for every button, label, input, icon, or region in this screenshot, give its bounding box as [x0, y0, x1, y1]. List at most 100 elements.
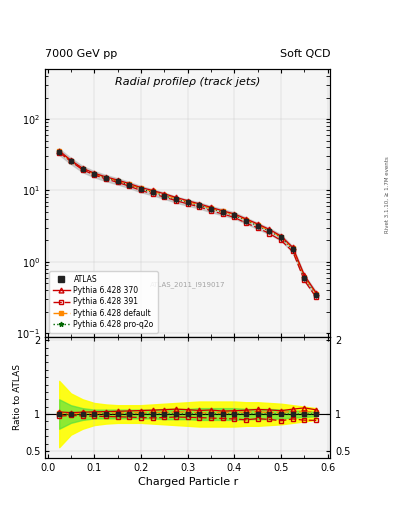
Pythia 6.428 370: [290, 244, 295, 250]
Pythia 6.428 391: [232, 215, 237, 221]
Pythia 6.428 pro-q2o: [139, 186, 143, 192]
Pythia 6.428 pro-q2o: [185, 199, 190, 205]
Pythia 6.428 default: [115, 178, 120, 184]
Pythia 6.428 default: [232, 211, 237, 218]
Pythia 6.428 default: [92, 170, 97, 177]
Pythia 6.428 391: [209, 208, 213, 214]
Pythia 6.428 pro-q2o: [267, 228, 272, 234]
Pythia 6.428 default: [255, 222, 260, 228]
Pythia 6.428 391: [80, 167, 85, 173]
X-axis label: Charged Particle r: Charged Particle r: [138, 477, 238, 487]
Pythia 6.428 pro-q2o: [68, 158, 73, 164]
Pythia 6.428 370: [302, 272, 307, 279]
Pythia 6.428 default: [197, 202, 202, 208]
Pythia 6.428 370: [92, 170, 97, 176]
Pythia 6.428 370: [115, 177, 120, 183]
Pythia 6.428 370: [232, 211, 237, 217]
Pythia 6.428 default: [302, 274, 307, 280]
Pythia 6.428 370: [104, 174, 108, 180]
Pythia 6.428 391: [68, 158, 73, 164]
Pythia 6.428 pro-q2o: [150, 189, 155, 195]
Pythia 6.428 391: [267, 230, 272, 237]
Pythia 6.428 default: [57, 148, 62, 154]
Pythia 6.428 pro-q2o: [232, 212, 237, 218]
Pythia 6.428 370: [220, 208, 225, 214]
Pythia 6.428 370: [209, 204, 213, 210]
Pythia 6.428 default: [314, 290, 318, 296]
Pythia 6.428 370: [150, 187, 155, 194]
Pythia 6.428 391: [57, 150, 62, 156]
Pythia 6.428 391: [104, 176, 108, 182]
Pythia 6.428 370: [127, 181, 132, 187]
Pythia 6.428 pro-q2o: [127, 182, 132, 188]
Pythia 6.428 default: [209, 205, 213, 211]
Pythia 6.428 pro-q2o: [92, 171, 97, 177]
Pythia 6.428 370: [197, 201, 202, 207]
Pythia 6.428 default: [244, 217, 248, 223]
Legend: ATLAS, Pythia 6.428 370, Pythia 6.428 391, Pythia 6.428 default, Pythia 6.428 pr: ATLAS, Pythia 6.428 370, Pythia 6.428 39…: [49, 271, 158, 333]
Line: Pythia 6.428 pro-q2o: Pythia 6.428 pro-q2o: [57, 149, 319, 297]
Pythia 6.428 391: [150, 190, 155, 197]
Pythia 6.428 391: [279, 238, 283, 244]
Pythia 6.428 pro-q2o: [244, 218, 248, 224]
Pythia 6.428 default: [267, 227, 272, 233]
Pythia 6.428 pro-q2o: [104, 175, 108, 181]
Pythia 6.428 pro-q2o: [279, 234, 283, 241]
Pythia 6.428 default: [68, 158, 73, 164]
Pythia 6.428 default: [104, 175, 108, 181]
Pythia 6.428 default: [185, 199, 190, 205]
Pythia 6.428 pro-q2o: [174, 196, 178, 202]
Pythia 6.428 pro-q2o: [255, 223, 260, 229]
Pythia 6.428 391: [127, 183, 132, 189]
Pythia 6.428 default: [174, 196, 178, 202]
Pythia 6.428 391: [290, 248, 295, 254]
Pythia 6.428 default: [290, 245, 295, 251]
Pythia 6.428 370: [57, 147, 62, 154]
Pythia 6.428 370: [255, 221, 260, 227]
Line: Pythia 6.428 default: Pythia 6.428 default: [57, 149, 318, 296]
Pythia 6.428 370: [139, 184, 143, 190]
Text: Radial profileρ (track jets): Radial profileρ (track jets): [115, 77, 260, 87]
Pythia 6.428 391: [255, 225, 260, 231]
Pythia 6.428 default: [220, 208, 225, 215]
Pythia 6.428 391: [302, 278, 307, 284]
Line: Pythia 6.428 391: Pythia 6.428 391: [57, 151, 318, 300]
Y-axis label: Ratio to ATLAS: Ratio to ATLAS: [13, 365, 22, 431]
Pythia 6.428 391: [139, 187, 143, 194]
Line: Pythia 6.428 370: Pythia 6.428 370: [57, 148, 319, 295]
Pythia 6.428 pro-q2o: [57, 148, 62, 155]
Pythia 6.428 391: [92, 172, 97, 178]
Pythia 6.428 pro-q2o: [302, 275, 307, 281]
Pythia 6.428 pro-q2o: [290, 246, 295, 252]
Pythia 6.428 370: [68, 157, 73, 163]
Pythia 6.428 pro-q2o: [197, 202, 202, 208]
Pythia 6.428 370: [185, 198, 190, 204]
Text: Soft QCD: Soft QCD: [280, 49, 330, 59]
Pythia 6.428 default: [279, 233, 283, 240]
Pythia 6.428 391: [162, 194, 167, 200]
Pythia 6.428 370: [162, 190, 167, 197]
Text: 7000 GeV pp: 7000 GeV pp: [45, 49, 118, 59]
Pythia 6.428 default: [127, 181, 132, 187]
Pythia 6.428 370: [80, 165, 85, 172]
Pythia 6.428 pro-q2o: [115, 178, 120, 184]
Pythia 6.428 pro-q2o: [80, 166, 85, 172]
Pythia 6.428 391: [244, 220, 248, 226]
Pythia 6.428 391: [174, 198, 178, 204]
Pythia 6.428 391: [197, 204, 202, 210]
Pythia 6.428 391: [115, 179, 120, 185]
Pythia 6.428 370: [174, 195, 178, 201]
Pythia 6.428 370: [314, 290, 318, 296]
Pythia 6.428 391: [314, 294, 318, 301]
Pythia 6.428 pro-q2o: [314, 291, 318, 297]
Pythia 6.428 default: [139, 185, 143, 191]
Pythia 6.428 370: [267, 226, 272, 232]
Pythia 6.428 default: [162, 191, 167, 198]
Text: Rivet 3.1.10, ≥ 1.7M events: Rivet 3.1.10, ≥ 1.7M events: [385, 156, 389, 233]
Pythia 6.428 391: [185, 201, 190, 207]
Pythia 6.428 default: [80, 165, 85, 172]
Pythia 6.428 370: [279, 233, 283, 239]
Pythia 6.428 391: [220, 211, 225, 217]
Pythia 6.428 default: [150, 188, 155, 195]
Pythia 6.428 pro-q2o: [162, 193, 167, 199]
